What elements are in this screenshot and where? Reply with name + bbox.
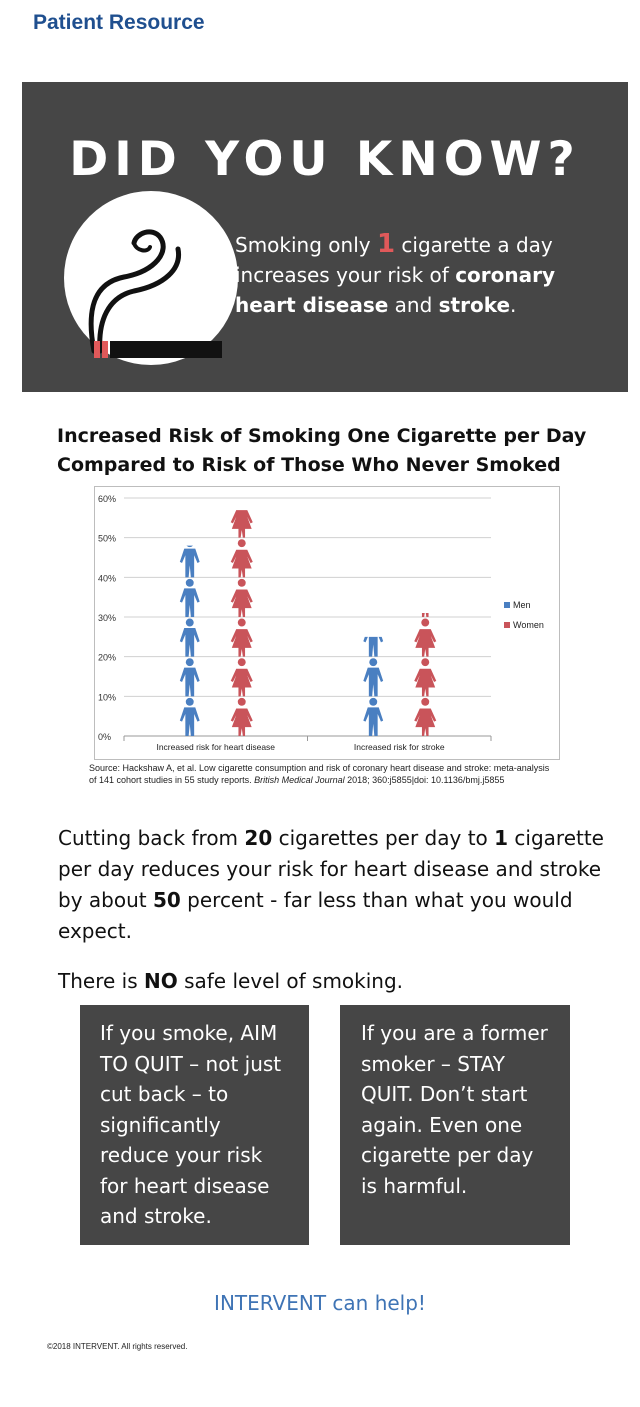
- journal-name: British Medical Journal: [254, 775, 345, 785]
- no-smoking-icon: [64, 191, 238, 365]
- source-citation: Source: Hackshaw A, et al. Low cigarette…: [89, 762, 559, 786]
- banner-title: DID YOU KNOW?: [69, 132, 581, 187]
- chart-heading-line: Increased Risk of Smoking One Cigarette …: [57, 425, 587, 447]
- bold-word: NO: [143, 969, 178, 993]
- y-tick-label: 10%: [98, 692, 116, 702]
- legend-label: Women: [513, 620, 544, 630]
- banner-text-part: .: [510, 293, 517, 317]
- highlight-number: 1: [376, 229, 396, 259]
- stay-quit-box: If you are a former smoker – STAY QUIT. …: [340, 1005, 570, 1245]
- aim-to-quit-box: If you smoke, AIM TO QUIT – not just cut…: [80, 1005, 309, 1245]
- legend-label: Men: [513, 600, 531, 610]
- pictograph-bar: [230, 510, 253, 736]
- legend-swatch: [504, 622, 510, 628]
- y-tick-label: 50%: [98, 534, 116, 544]
- paragraph-text: There is: [58, 969, 144, 993]
- cutting-back-paragraph: Cutting back from 20 cigarettes per day …: [58, 823, 618, 947]
- no-safe-level-paragraph: There is NO safe level of smoking.: [58, 966, 618, 997]
- bold-phrase: stroke: [438, 293, 511, 317]
- y-tick-label: 20%: [98, 653, 116, 663]
- x-tick-label: Increased risk for heart disease: [156, 742, 275, 752]
- paragraph-text: percent - far less than what you would e…: [58, 888, 573, 943]
- y-tick-label: 60%: [98, 494, 116, 504]
- did-you-know-banner: DID YOU KNOW? Smoking only 1 cigarette a…: [22, 82, 628, 392]
- pictograph-bar: [414, 613, 437, 736]
- banner-text: Smoking only 1 cigarette a day increases…: [235, 229, 615, 320]
- bold-phrase: coronary heart disease: [235, 263, 556, 317]
- x-tick-label: Increased risk for stroke: [354, 742, 445, 752]
- paragraph-text: cigarette per day reduces your risk for …: [58, 826, 604, 912]
- y-tick-label: 30%: [98, 613, 116, 623]
- intervent-help-text: INTERVENT can help!: [214, 1291, 426, 1315]
- source-text: Source: Hackshaw A, et al. Low cigarette…: [89, 763, 550, 785]
- paragraph-text: cigarettes per day to: [272, 826, 495, 850]
- pictograph-bar: [363, 636, 384, 736]
- paragraph-text: safe level of smoking.: [177, 969, 404, 993]
- bold-number: 50: [152, 888, 181, 912]
- page-header-label: Patient Resource: [33, 11, 205, 34]
- chart-heading: Increased Risk of Smoking One Cigarette …: [57, 422, 617, 480]
- pictograph-bar: [179, 545, 200, 736]
- bold-number: 1: [494, 826, 509, 850]
- chart-frame: [94, 486, 560, 760]
- legend-swatch: [504, 602, 510, 608]
- y-tick-label: 0%: [98, 732, 111, 742]
- source-text: 2018; 360:j5855|doi: 10.1136/bmj.j5855: [344, 775, 505, 785]
- banner-text-part: Smoking only: [235, 233, 377, 257]
- banner-text-part: and: [388, 293, 439, 317]
- bold-number: 20: [244, 826, 273, 850]
- risk-chart: 0% 10% 20% 30% 40% 50% 60% Increased risk for h…: [94, 486, 560, 760]
- copyright-notice: ©2018 INTERVENT. All rights reserved.: [47, 1342, 188, 1351]
- y-tick-label: 40%: [98, 573, 116, 583]
- chart-heading-line: Compared to Risk of Those Who Never Smok…: [57, 454, 561, 476]
- paragraph-text: Cutting back from: [58, 826, 245, 850]
- banner-text-part: cigarette a day increases your risk of: [235, 233, 553, 287]
